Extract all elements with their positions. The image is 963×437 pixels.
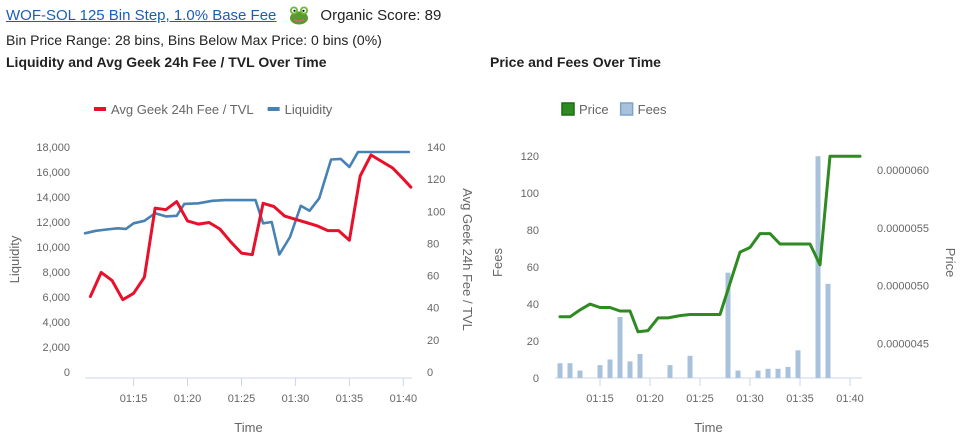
fees-bar <box>785 366 791 378</box>
x-tick-label: 01:40 <box>836 393 864 405</box>
fees-bar <box>795 350 801 378</box>
bin-price-range: Bin Price Range: 28 bins, Bins Below Max… <box>6 32 382 48</box>
x-tick-label: 01:20 <box>174 393 202 405</box>
y2-tick-label: 100 <box>427 206 445 218</box>
fees-bar <box>617 317 623 378</box>
y2-axis-title: Price <box>943 248 958 278</box>
series-line <box>88 153 413 302</box>
y-tick-label: 0 <box>533 373 539 385</box>
fees-bar <box>627 361 633 378</box>
fees-bar <box>607 359 613 378</box>
x-tick-label: 01:20 <box>636 393 664 405</box>
x-axis-title: Time <box>694 420 722 435</box>
y-tick-label: 16,000 <box>36 167 70 179</box>
y-tick-label: 10,000 <box>36 242 70 254</box>
x-axis-title: Time <box>234 420 262 435</box>
fees-bar <box>755 370 761 378</box>
y-axis-title: Fees <box>490 248 505 277</box>
fees-bar <box>825 283 831 378</box>
y2-tick-label: 0.0000055 <box>877 223 929 235</box>
legend-label: Avg Geek 24h Fee / TVL <box>111 102 254 117</box>
frog-icon <box>290 6 309 25</box>
pool-link[interactable]: WOF-SOL 125 Bin Step, 1.0% Base Fee <box>6 6 277 24</box>
y-tick-label: 2,000 <box>42 342 70 354</box>
price-line <box>558 154 862 334</box>
y-tick-label: 14,000 <box>36 192 70 204</box>
y2-tick-label: 140 <box>427 142 445 154</box>
fees-bar <box>597 365 603 378</box>
y-tick-label: 60 <box>527 262 539 274</box>
y2-tick-label: 120 <box>427 174 445 186</box>
y-tick-label: 80 <box>527 225 539 237</box>
legend-swatch <box>619 102 634 116</box>
x-tick-label: 01:25 <box>686 393 714 405</box>
fees-bar <box>577 370 583 378</box>
fees-bar <box>765 368 771 378</box>
y-tick-label: 100 <box>521 188 539 200</box>
x-tick-label: 01:35 <box>336 393 364 405</box>
y2-tick-label: 80 <box>427 238 439 250</box>
y2-tick-label: 0.0000050 <box>877 281 929 293</box>
x-tick-label: 01:15 <box>586 393 614 405</box>
series-line <box>83 150 411 256</box>
y2-tick-label: 20 <box>427 335 439 347</box>
chart-title-left: Liquidity and Avg Geek 24h Fee / TVL Ove… <box>6 54 327 70</box>
fees-bar <box>725 272 731 378</box>
y-tick-label: 6,000 <box>42 292 70 304</box>
x-tick-label: 01:30 <box>282 393 310 405</box>
x-tick-label: 01:25 <box>228 393 256 405</box>
y2-tick-label: 0.0000045 <box>877 338 929 350</box>
y-tick-label: 8,000 <box>42 267 70 279</box>
x-tick-label: 01:15 <box>120 393 148 405</box>
pool-header: WOF-SOL 125 Bin Step, 1.0% Base Fee Orga… <box>6 5 441 25</box>
chart-title-right: Price and Fees Over Time <box>490 54 661 70</box>
fees-bar <box>775 368 781 378</box>
liquidity-fee-chart: 01:15 01:20 01:25 01:30 01:35 01:40 0 2,000 4,00… <box>7 102 475 435</box>
y-tick-label: 12,000 <box>36 217 70 229</box>
fees-bar <box>815 156 821 378</box>
fees-bar <box>637 354 643 378</box>
fees-bar <box>735 370 741 378</box>
y2-tick-label: 40 <box>427 303 439 315</box>
organic-score: Organic Score: 89 <box>320 6 442 24</box>
y-tick-label: 120 <box>521 151 539 163</box>
fees-bar <box>557 363 563 378</box>
y2-axis-title: Avg Geek 24h Fee / TVL <box>460 188 475 331</box>
y-tick-label: 0 <box>64 367 70 379</box>
y-tick-label: 4,000 <box>42 317 70 329</box>
y2-tick-label: 60 <box>427 271 439 283</box>
y-tick-label: 40 <box>527 299 539 311</box>
y-axis-title: Liquidity <box>7 235 22 283</box>
x-tick-label: 01:35 <box>786 393 814 405</box>
y-tick-label: 18,000 <box>36 142 70 154</box>
legend-label: Fees <box>638 102 667 117</box>
y2-tick-label: 0.0000060 <box>877 165 929 177</box>
legend-swatch <box>561 102 575 116</box>
fees-bar <box>567 363 573 378</box>
legend-label: Liquidity <box>285 102 333 117</box>
x-tick-label: 01:40 <box>390 393 418 405</box>
fees-bar <box>687 355 693 378</box>
y2-tick-label: 0 <box>427 367 433 379</box>
legend-label: Price <box>579 102 609 117</box>
fees-bar <box>667 365 673 378</box>
x-tick-label: 01:30 <box>736 393 764 405</box>
y-tick-label: 20 <box>527 336 539 348</box>
